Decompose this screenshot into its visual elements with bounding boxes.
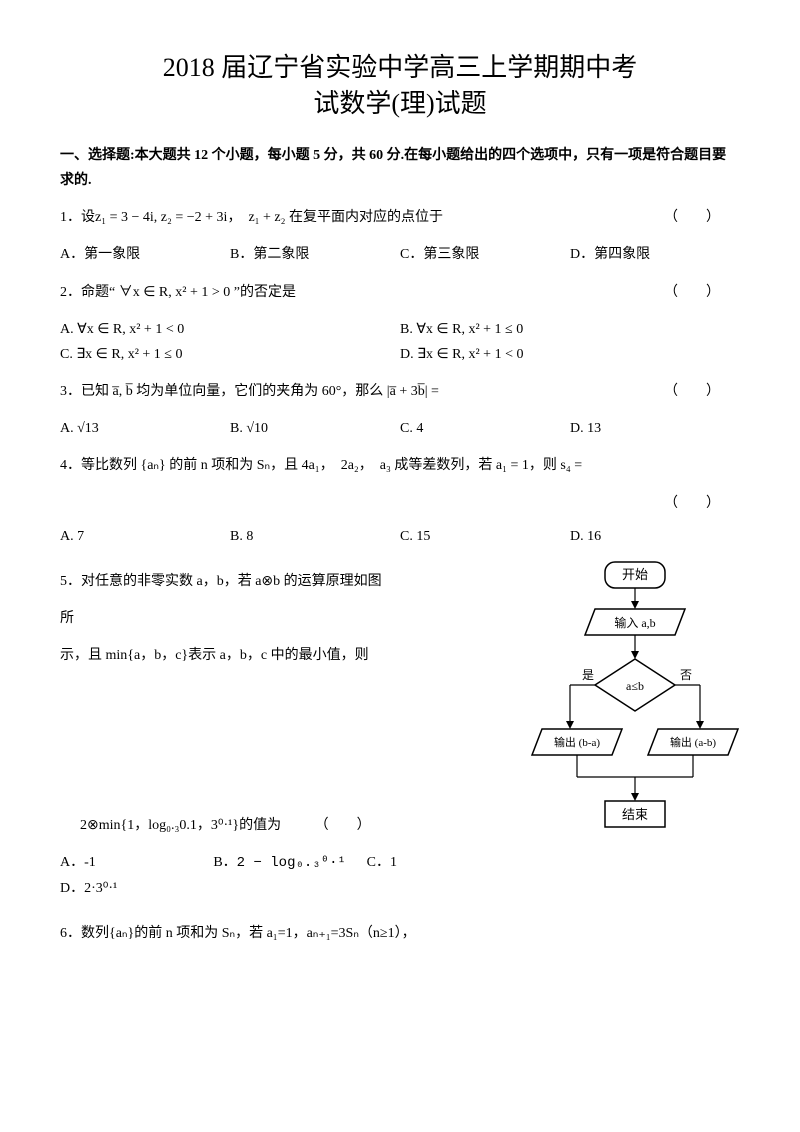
question-6: 6．数列{aₙ}的前 n 项和为 Sₙ，若 a₁=1，aₙ₊₁=3Sₙ（n≥1）… <box>60 921 740 946</box>
q2-opt-a: A. ∀x ∈ R, x² + 1 < 0 <box>60 317 400 342</box>
q5-opt-c: C．1 <box>367 850 520 876</box>
q2-text: 2．命题“ ∀x ∈ R, x² + 1 > 0 ”的否定是 <box>60 285 296 300</box>
question-2: 2．命题“ ∀x ∈ R, x² + 1 > 0 ”的否定是 （ ） <box>60 280 740 305</box>
q1-opt-d: D．第四象限 <box>570 242 740 267</box>
q5-paren: （ ） <box>315 818 371 833</box>
fc-start: 开始 <box>622 567 648 582</box>
q5-text3: 示，且 min{a，b，c}表示 a，b，c 中的最小值，则 <box>60 648 369 663</box>
flowchart: 开始 输入 a,b a≤b 是 否 输出 (b-a) <box>530 557 740 866</box>
fc-no: 否 <box>680 668 692 682</box>
q3-opt-d: D. 13 <box>570 416 740 441</box>
flowchart-svg: 开始 输入 a,b a≤b 是 否 输出 (b-a) <box>530 557 740 857</box>
q3-text: 3．已知 a̅, b̅ 均为单位向量，它们的夹角为 60°，那么 |a̅ + 3… <box>60 384 439 399</box>
q1-opt-b: B．第二象限 <box>230 242 400 267</box>
q2-opt-b: B. ∀x ∈ R, x² + 1 ≤ 0 <box>400 317 740 342</box>
q6-text: 6．数列{aₙ}的前 n 项和为 Sₙ，若 a₁=1，aₙ₊₁=3Sₙ（n≥1）… <box>60 926 416 941</box>
q5-opt-b: B．2 − log₀.₃⁰·¹ <box>213 850 366 876</box>
q3-paren: （ ） <box>664 379 720 404</box>
q1-opt-c: C．第三象限 <box>400 242 570 267</box>
q5-options: A．-1 B．2 − log₀.₃⁰·¹ C．1 D．2·3⁰·¹ <box>60 850 520 901</box>
q4-text: 4．等比数列 {aₙ} 的前 n 项和为 Sₙ，且 4a₁， 2a₂， a₃ 成… <box>60 458 582 473</box>
q2-paren: （ ） <box>664 280 720 305</box>
q2-opt-d: D. ∃x ∈ R, x² + 1 < 0 <box>400 342 740 367</box>
q4-paren: （ ） <box>60 491 720 516</box>
fc-out-left: 输出 (b-a) <box>554 735 600 749</box>
q5-text4: 2⊗min{1，log₀.₃0.1，3⁰·¹}的值为 <box>80 818 281 833</box>
fc-out-right: 输出 (a-b) <box>670 735 716 749</box>
fc-input: 输入 a,b <box>614 615 655 630</box>
q5-text1: 5．对任意的非零实数 a，b，若 a⊗b 的运算原理如图 <box>60 574 382 589</box>
question-5: 开始 输入 a,b a≤b 是 否 输出 (b-a) <box>60 557 740 909</box>
title-line2: 试数学(理)试题 <box>313 89 486 118</box>
question-1: 1．设z₁ = 3 − 4i, z₂ = −2 + 3i， z₁ + z₂ 在复… <box>60 205 740 230</box>
section-header: 一、选择题:本大题共 12 个小题，每小题 5 分，共 60 分.在每小题给出的… <box>60 143 740 193</box>
q4-opt-a: A. 7 <box>60 524 230 549</box>
title-line1: 2018 届辽宁省实验中学高三上学期期中考 <box>163 53 638 82</box>
q1-opt-a: A．第一象限 <box>60 242 230 267</box>
question-4: 4．等比数列 {aₙ} 的前 n 项和为 Sₙ，且 4a₁， 2a₂， a₃ 成… <box>60 453 740 478</box>
fc-decision: a≤b <box>626 679 644 693</box>
q1-paren: （ ） <box>664 205 720 230</box>
q3-opt-b: B. √10 <box>230 416 400 441</box>
q4-opt-c: C. 15 <box>400 524 570 549</box>
q1-text: 1．设z₁ = 3 − 4i, z₂ = −2 + 3i， z₁ + z₂ 在复… <box>60 210 443 225</box>
q5-opt-a: A．-1 <box>60 850 213 876</box>
q2-options: A. ∀x ∈ R, x² + 1 < 0 B. ∀x ∈ R, x² + 1 … <box>60 317 740 367</box>
q3-opt-c: C. 4 <box>400 416 570 441</box>
q5-opt-d: D．2·3⁰·¹ <box>60 876 520 901</box>
q4-opt-b: B. 8 <box>230 524 400 549</box>
question-3: 3．已知 a̅, b̅ 均为单位向量，它们的夹角为 60°，那么 |a̅ + 3… <box>60 379 740 404</box>
fc-yes: 是 <box>582 668 594 682</box>
q3-opt-a: A. √13 <box>60 416 230 441</box>
q2-opt-c: C. ∃x ∈ R, x² + 1 ≤ 0 <box>60 342 400 367</box>
q4-opt-d: D. 16 <box>570 524 740 549</box>
q3-options: A. √13 B. √10 C. 4 D. 13 <box>60 416 740 441</box>
q4-options: A. 7 B. 8 C. 15 D. 16 <box>60 524 740 549</box>
q1-options: A．第一象限 B．第二象限 C．第三象限 D．第四象限 <box>60 242 740 267</box>
fc-end: 结束 <box>622 807 648 822</box>
